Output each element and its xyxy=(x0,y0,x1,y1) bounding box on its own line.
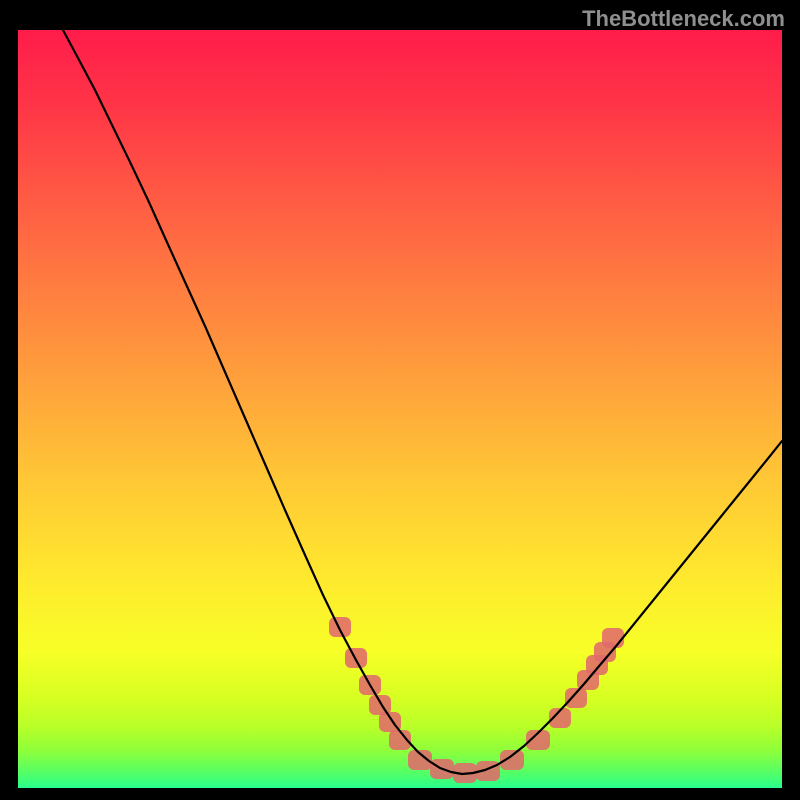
watermark-text: TheBottleneck.com xyxy=(582,6,785,32)
chart-canvas xyxy=(0,0,800,800)
plot-background xyxy=(18,30,782,788)
data-marker xyxy=(602,628,624,648)
data-marker xyxy=(329,617,351,637)
data-marker xyxy=(565,688,587,708)
